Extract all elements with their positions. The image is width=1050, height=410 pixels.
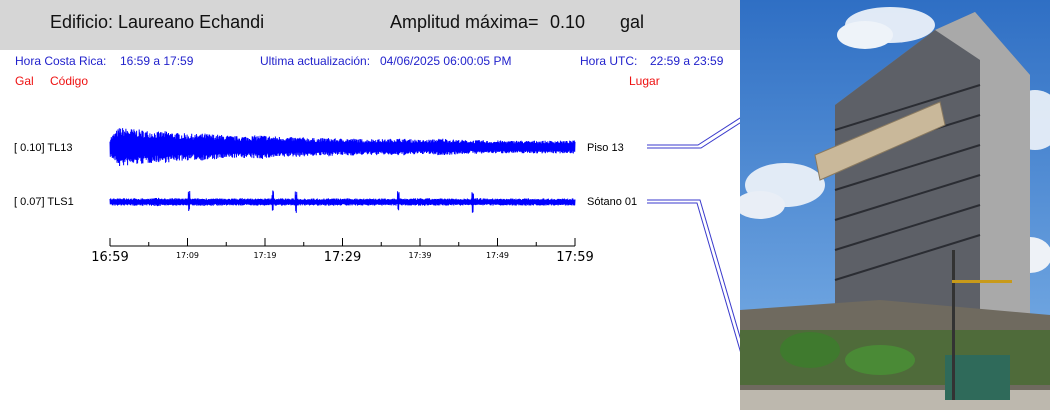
trace-tls1 xyxy=(109,190,576,213)
time-tick-label: 17:19 xyxy=(253,251,276,260)
max-amplitude-unit: gal xyxy=(620,12,645,32)
header-bar xyxy=(0,0,740,50)
pointer-line-tls1-b xyxy=(647,202,740,352)
utc-time-value: 22:59 a 23:59 xyxy=(650,54,724,68)
cr-time-value: 16:59 a 17:59 xyxy=(120,54,194,68)
max-amplitude-value: 0.10 xyxy=(550,12,586,32)
time-tick-label: 16:59 xyxy=(91,250,128,265)
time-tick-label: 17:39 xyxy=(408,251,431,260)
trace-tl13 xyxy=(109,128,576,167)
trace-label-tls1: [ 0.07] TLS1 xyxy=(14,196,74,208)
pointer-line-tl13 xyxy=(647,117,740,146)
time-tick-label: 17:29 xyxy=(324,250,361,265)
utc-time-label: Hora UTC: xyxy=(580,54,638,68)
building-title: Edificio: Laureano Echandi xyxy=(50,12,265,32)
pointer-line-tls1 xyxy=(647,199,740,339)
max-amplitude-label: Amplitud máxima= xyxy=(390,12,539,32)
time-tick-label: 17:59 xyxy=(556,250,593,265)
pointer-line-tl13-b xyxy=(647,122,740,149)
time-tick-label: 17:09 xyxy=(176,251,199,260)
seismogram-chart: 16:59 17:09 17:19 17:29 17:39 17:49 17:59 xyxy=(91,117,740,352)
location-label-tl13: Piso 13 xyxy=(587,142,624,154)
trace-label-tl13: [ 0.10] TL13 xyxy=(14,142,73,154)
building-photo xyxy=(740,0,1050,410)
update-value: 04/06/2025 06:00:05 PM xyxy=(380,54,512,68)
time-tick-label: 17:49 xyxy=(486,251,509,260)
location-label-tls1: Sótano 01 xyxy=(587,196,638,208)
cr-time-label: Hora Costa Rica: xyxy=(15,54,107,68)
update-label: Ultima actualización: xyxy=(260,54,371,68)
legend-code: Código xyxy=(50,74,89,88)
legend-place: Lugar xyxy=(629,74,660,88)
legend-gal: Gal xyxy=(15,74,34,88)
